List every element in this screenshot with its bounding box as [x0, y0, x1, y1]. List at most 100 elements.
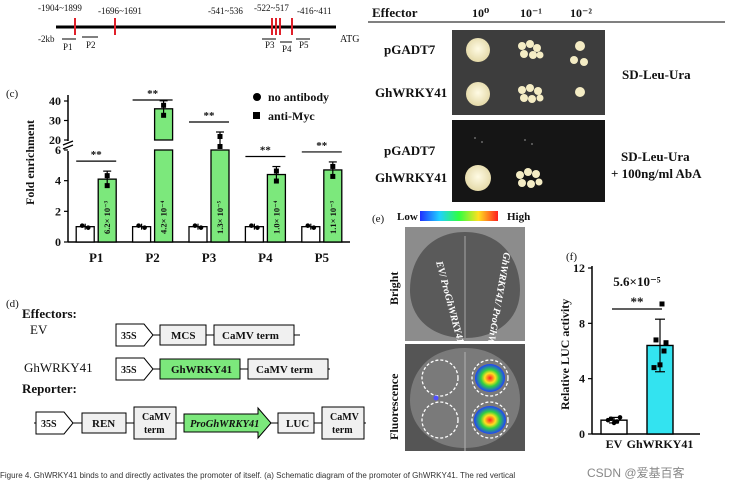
- chip-pvalue: 1.3× 10⁻⁵: [215, 200, 225, 234]
- primer-p5: P5: [299, 40, 309, 50]
- panel-d: (d): [6, 298, 19, 310]
- wrky-gene-box: [159, 358, 241, 380]
- ev-mcs-box: [159, 324, 207, 346]
- chip-point: [311, 225, 317, 230]
- luc-signal-bottom: [474, 406, 506, 434]
- luc-point-wrky: [663, 340, 669, 346]
- wrky-35s-arrow: [115, 357, 154, 381]
- luc-image-panel: (e) Low High EV/ ProGhWRKY41 GhWRKY41/ P…: [372, 211, 530, 451]
- medium-b-line1: SD-Leu-Ura: [621, 149, 690, 164]
- chip-point: [136, 223, 141, 228]
- row-b-pgadt7: pGADT7: [384, 143, 436, 158]
- dilution-1: 10⁰: [472, 6, 489, 20]
- luc-ytick-label: 8: [579, 316, 585, 330]
- chip-category-label: P2: [145, 250, 159, 265]
- dilution-2: 10⁻¹: [520, 6, 542, 20]
- rep-camv2-box: [321, 406, 365, 440]
- chip-point: [161, 102, 167, 108]
- luc-point-wrky: [653, 337, 659, 343]
- chip-point: [330, 163, 336, 169]
- ev-35s-label: 35S: [121, 331, 137, 342]
- pro-arrow: [183, 406, 272, 440]
- chip-point: [198, 225, 204, 230]
- chip-point: [79, 223, 85, 228]
- chip-category-label: P5: [315, 250, 330, 265]
- chip-point: [192, 223, 198, 228]
- rep-camv1-l1: CaMV: [142, 412, 172, 423]
- row-b-ghwrky41: GhWRKY41: [375, 170, 447, 185]
- wrky-gene-label: GhWRKY41: [171, 364, 232, 376]
- chip-point: [217, 134, 223, 139]
- luc-point-ev: [614, 419, 620, 424]
- chip-ytick-label: 6: [55, 143, 61, 157]
- luc-ytick-label: 4: [579, 372, 585, 386]
- chip-point: [161, 112, 167, 118]
- rep-camv1-box: [133, 406, 177, 440]
- chip-point: [249, 223, 254, 228]
- chip-ytick-label: 4: [55, 174, 61, 188]
- luc-label: LUC: [286, 418, 309, 430]
- luc-ytick-label: 12: [573, 261, 585, 275]
- constructs-panel: (d) Effectors: EV GhWRKY41 Reporter: 35S…: [6, 298, 366, 440]
- chip-ytick-label: 2: [55, 204, 61, 218]
- chip-point: [104, 173, 110, 179]
- row-a-pgadt7: pGADT7: [384, 42, 436, 57]
- ev-camv-box: [213, 324, 295, 346]
- chip-point: [142, 225, 147, 230]
- ren-label: REN: [92, 418, 115, 430]
- legend-anti-myc-marker: [253, 112, 260, 119]
- rep-camv1-l2: term: [144, 425, 165, 436]
- primer-p3: P3: [265, 40, 275, 50]
- luc-signal-top: [475, 364, 505, 392]
- medium-a: SD-Leu-Ura: [622, 67, 691, 82]
- luc-point-wrky: [657, 362, 663, 368]
- ev-label: EV: [30, 322, 48, 337]
- rep-camv2-l1: CaMV: [330, 412, 360, 423]
- luc-ylabel: Relative LUC activity: [558, 299, 572, 410]
- wrky-label: GhWRKY41: [24, 360, 93, 375]
- colorbar-high: High: [507, 211, 530, 223]
- chip-axis-break: [62, 140, 74, 150]
- chip-point: [255, 225, 260, 230]
- luc-point-ev: [608, 416, 614, 422]
- legend-no-antibody: no antibody: [268, 90, 329, 104]
- chip-ylabel: Fold enrichment: [23, 120, 37, 205]
- luc-point-wrky: [661, 348, 667, 354]
- chip-category-label: P1: [89, 250, 103, 265]
- chip-point: [330, 173, 336, 179]
- luc-chart: (f) Relative LUC activity 0 4 8 12 EV GhWRKY4…: [558, 251, 700, 451]
- pro-label: ProGhWRKY41: [190, 419, 259, 430]
- chip-chart: (c) Fold enrichment 0 2 4 620 30 40 ** 6.2× 10⁻…: [6, 88, 350, 265]
- site-label-3: -541~536: [208, 6, 243, 16]
- legend-anti-myc: anti-Myc: [268, 109, 315, 123]
- chip-point: [273, 168, 279, 174]
- chip-category-label: P3: [202, 250, 217, 265]
- site-label-5: -416~411: [297, 6, 332, 16]
- rep-35s-arrow: [35, 411, 74, 435]
- chip-point: [273, 178, 279, 184]
- luc-pvalue: 5.6×10⁻⁵: [613, 274, 661, 289]
- luc-box: [277, 412, 315, 434]
- luc-sig-label: **: [631, 294, 644, 309]
- label-atg: ATG: [340, 34, 359, 45]
- chip-bar-anti-myc-lower: [153, 149, 174, 243]
- colorbar: [420, 211, 498, 221]
- chip-ytick-label: 30: [49, 114, 61, 128]
- row-a-ghwrky41: GhWRKY41: [375, 85, 447, 100]
- chip-pvalue: 4.2× 10⁻⁴: [159, 200, 169, 234]
- chip-category-label: P4: [258, 250, 273, 265]
- dilution-3: 10⁻²: [570, 6, 592, 20]
- figure-caption: Figure 4. GhWRKY41 binds to and directly…: [0, 471, 515, 480]
- luc-point-wrky: [659, 301, 665, 307]
- primer-p1: P1: [63, 42, 73, 52]
- luc-category-label: GhWRKY41: [627, 437, 694, 451]
- chip-point: [305, 223, 311, 228]
- chip-sig-label: **: [91, 149, 103, 161]
- luc-category-label: EV: [606, 437, 623, 451]
- ev-mcs-label: MCS: [171, 330, 195, 342]
- legend-no-antibody-marker: [253, 93, 261, 101]
- chip-point: [217, 144, 223, 149]
- chip-pvalue: 1.1× 10⁻³: [328, 200, 338, 234]
- rep-35s-label: 35S: [41, 419, 57, 430]
